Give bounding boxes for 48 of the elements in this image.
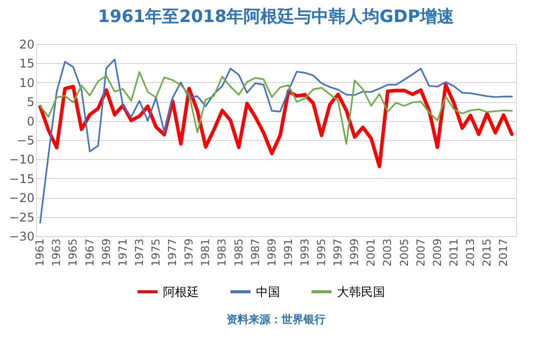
- y-tick-label: −15: [9, 172, 34, 186]
- x-tick-label: 1995: [315, 238, 328, 266]
- x-tick-label: 1991: [282, 238, 295, 266]
- y-tick-label: 20: [19, 38, 34, 52]
- x-tick-label: 2005: [398, 238, 411, 266]
- legend-label: 阿根廷: [163, 284, 199, 299]
- line-series: [39, 58, 513, 224]
- x-tick-label: 2003: [381, 238, 394, 266]
- x-tick-label: 1979: [182, 238, 196, 266]
- x-tick-label: 1967: [83, 238, 96, 266]
- x-tick-label: 2011: [447, 238, 460, 266]
- x-tick-label: 1981: [199, 238, 212, 266]
- x-tick-label: 1983: [216, 238, 229, 266]
- y-tick-label: −20: [9, 191, 34, 206]
- line-series: [38, 82, 514, 168]
- y-tick-label: −25: [9, 210, 34, 224]
- x-tick-label: 1985: [232, 238, 246, 266]
- chart-title: 1961年至2018年阿根廷与中韩人均GDP增速: [98, 7, 454, 27]
- legend-label: 中国: [256, 284, 280, 299]
- y-tick-label: 15: [19, 56, 34, 71]
- text: 资料来源：世界银行: [226, 313, 326, 326]
- line-series: [39, 71, 513, 145]
- y-tick-label: 10: [19, 76, 34, 90]
- x-tick-label: 2009: [430, 238, 444, 266]
- x-tick-label: 1989: [265, 238, 278, 266]
- x-tick-label: 1963: [50, 238, 64, 266]
- y-tick-label: 5: [26, 95, 34, 110]
- x-tick-label: 2001: [364, 238, 378, 266]
- x-tick-label: 1997: [332, 238, 345, 266]
- x-tick-label: 1987: [248, 238, 262, 266]
- x-tick-label: 1975: [150, 238, 162, 266]
- y-tick-label: −30: [9, 230, 34, 244]
- x-tick-label: 1999: [348, 238, 362, 266]
- y-tick-label: −5: [16, 134, 34, 148]
- x-tick-label: 1973: [132, 238, 146, 266]
- x-tick-label: 1961: [34, 238, 47, 266]
- y-tick-label: −10: [9, 152, 34, 167]
- x-tick-label: 2015: [480, 238, 494, 266]
- legend-label: 大韩民国: [337, 284, 385, 299]
- x-tick-label: 1965: [66, 238, 80, 266]
- x-tick-label: 1971: [116, 238, 130, 266]
- y-tick-label: 0: [26, 114, 34, 128]
- x-tick-label: 2007: [414, 238, 428, 266]
- x-tick-label: 1969: [100, 238, 113, 266]
- x-tick-label: 1977: [166, 238, 180, 266]
- x-tick-label: 2013: [464, 238, 477, 266]
- x-tick-label: 1993: [298, 238, 312, 266]
- x-tick-label: 2017: [497, 238, 510, 266]
